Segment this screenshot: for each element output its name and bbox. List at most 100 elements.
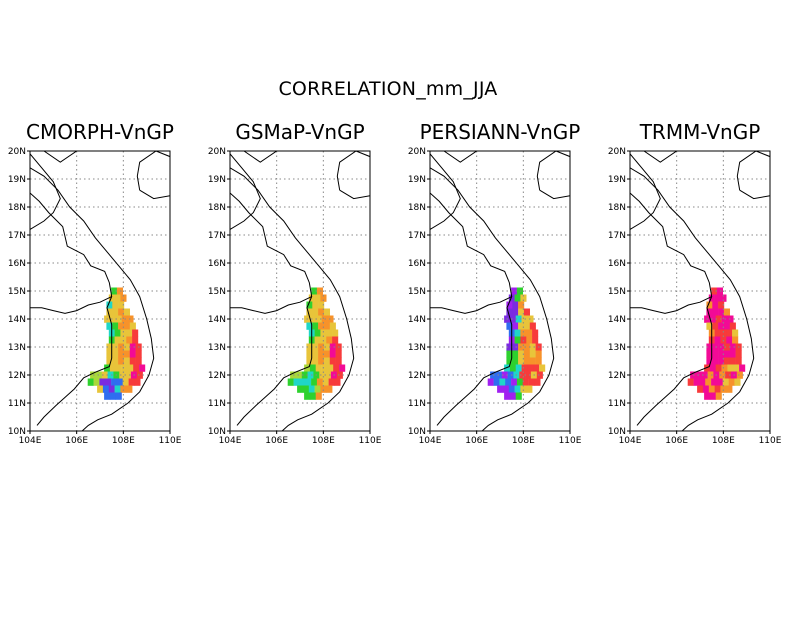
border-line [43, 151, 77, 163]
data-cell [735, 357, 742, 365]
data-cell [723, 350, 730, 358]
lat-tick-label: 19N [208, 175, 226, 185]
lat-tick-label: 14N [408, 315, 426, 325]
coastline [532, 151, 534, 152]
data-cell [706, 350, 713, 358]
data-cell [523, 357, 530, 365]
data-cell [120, 385, 127, 393]
lat-tick-label: 15N [408, 287, 426, 297]
lat-tick-label: 10N [208, 427, 226, 437]
data-cell [312, 301, 319, 309]
data-cell [93, 378, 100, 386]
data-cell [301, 371, 308, 379]
data-cell [329, 343, 336, 351]
data-cell [511, 378, 518, 386]
data-cell [714, 385, 721, 393]
island-outline [536, 151, 570, 200]
lat-tick-label: 10N [608, 427, 626, 437]
data-cell [526, 336, 533, 344]
data-cell [726, 329, 733, 337]
data-cell [509, 364, 516, 372]
data-cell [336, 371, 343, 379]
lat-tick-label: 11N [608, 399, 626, 409]
data-cell [132, 336, 139, 344]
gridlines [430, 151, 570, 431]
data-cell [302, 385, 309, 393]
data-cell [106, 322, 113, 330]
lat-tick-label: 11N [208, 399, 226, 409]
data-cell [323, 343, 330, 351]
data-cell [539, 364, 546, 372]
data-cell [514, 385, 521, 393]
data-cell [729, 350, 736, 358]
data-cell [101, 371, 108, 379]
data-cell [712, 308, 719, 316]
data-cell [112, 350, 119, 358]
data-cell [533, 364, 540, 372]
data-cell [312, 322, 319, 330]
data-cell [311, 378, 318, 386]
border-line [30, 192, 113, 426]
data-cell [129, 357, 136, 365]
data-cell [105, 378, 112, 386]
data-cell [109, 364, 116, 372]
data-cell [123, 322, 130, 330]
lon-tick-label: 104E [19, 436, 42, 446]
data-cell [512, 343, 519, 351]
data-cell [304, 364, 311, 372]
data-cell [509, 392, 516, 400]
data-cell [697, 385, 704, 393]
data-cell [720, 329, 727, 337]
lat-tick-label: 17N [8, 231, 26, 241]
border-line [643, 151, 677, 163]
data-cell [506, 350, 513, 358]
data-cell [504, 364, 511, 372]
data-cell [718, 357, 725, 365]
data-cell [723, 343, 730, 351]
data-cell [106, 308, 113, 316]
data-cell [518, 350, 525, 358]
lon-tick-label: 108E [112, 436, 135, 446]
data-cell [709, 364, 716, 372]
lat-tick-label: 20N [608, 147, 626, 157]
data-cell [493, 378, 500, 386]
data-cell [287, 378, 294, 386]
lat-tick-label: 14N [608, 315, 626, 325]
border-line [430, 296, 512, 314]
data-cell [521, 364, 528, 372]
lat-tick-label: 20N [408, 147, 426, 157]
data-cell [535, 350, 542, 358]
data-cell [99, 378, 106, 386]
data-cell [293, 378, 300, 386]
panel-title-persiann: PERSIANN-VnGP [419, 120, 581, 144]
data-cell [720, 294, 727, 302]
lat-tick-label: 18N [8, 203, 26, 213]
data-cell [329, 350, 336, 358]
data-cell [329, 357, 336, 365]
data-cell [112, 308, 119, 316]
data-cell [732, 329, 739, 337]
data-cell [318, 308, 325, 316]
data-cell [323, 308, 330, 316]
border-line [430, 153, 461, 230]
border-line [30, 296, 112, 314]
data-cell [118, 301, 125, 309]
lon-tick-label: 108E [512, 436, 535, 446]
data-cell [728, 378, 735, 386]
data-cell [335, 357, 342, 365]
data-cell [711, 378, 718, 386]
data-cell [108, 294, 115, 302]
data-cell [733, 364, 740, 372]
data-cell [312, 350, 319, 358]
data-cell [323, 350, 330, 358]
data-cell [739, 364, 746, 372]
data-cell [118, 322, 125, 330]
data-grid-trmm [687, 287, 746, 400]
border-line [230, 153, 261, 230]
data-cell [712, 343, 719, 351]
data-cell [711, 287, 718, 295]
data-cell [108, 385, 115, 393]
data-cell [135, 350, 142, 358]
coastline-trmm [630, 151, 770, 431]
